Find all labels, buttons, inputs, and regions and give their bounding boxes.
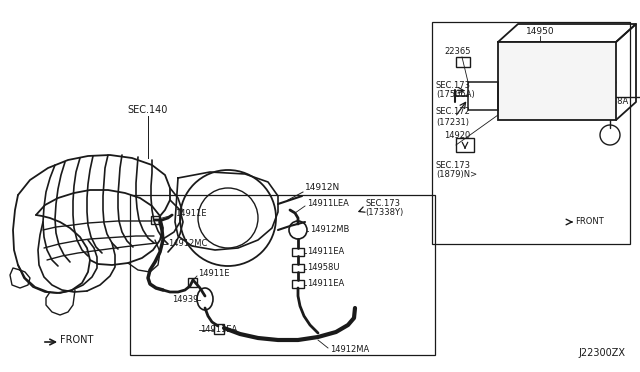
Text: 14912MA: 14912MA (330, 346, 369, 355)
Text: FRONT: FRONT (575, 218, 604, 227)
Text: 14912MC: 14912MC (168, 238, 207, 247)
Text: FRONT: FRONT (60, 335, 93, 345)
Bar (292, 264, 304, 272)
Text: 14920: 14920 (444, 131, 470, 140)
Text: SEC.173: SEC.173 (436, 160, 471, 170)
Bar (498, 42, 616, 120)
Text: 22318A: 22318A (596, 97, 628, 106)
Text: 14958U: 14958U (307, 263, 339, 273)
Bar (292, 280, 304, 288)
Text: (17506A): (17506A) (436, 90, 475, 99)
Bar (188, 278, 197, 287)
Bar (468, 82, 498, 110)
Bar (456, 57, 470, 67)
Text: 14911E: 14911E (198, 269, 230, 279)
Text: 14911EA: 14911EA (200, 326, 237, 334)
Bar (432, 22, 630, 244)
Bar (456, 138, 474, 152)
Text: J22300ZX: J22300ZX (578, 348, 625, 358)
Text: 14912N: 14912N (305, 183, 340, 192)
Text: 14911EA: 14911EA (307, 279, 344, 289)
Bar (130, 195, 435, 355)
Text: 14911E: 14911E (175, 209, 207, 218)
Text: 14939: 14939 (172, 295, 198, 305)
Text: SEC.173: SEC.173 (436, 80, 471, 90)
Text: SEC.172: SEC.172 (436, 108, 471, 116)
Text: (17338Y): (17338Y) (365, 208, 403, 218)
Text: 14911LEA: 14911LEA (307, 199, 349, 208)
Text: (1879)N>: (1879)N> (436, 170, 477, 180)
Bar (292, 248, 304, 256)
Bar (151, 216, 159, 224)
Bar (214, 324, 224, 334)
Text: 14912MB: 14912MB (310, 225, 349, 234)
Text: 22365: 22365 (444, 48, 470, 57)
Text: 14950: 14950 (525, 28, 554, 36)
Text: SEC.173: SEC.173 (365, 199, 400, 208)
Text: SEC.140: SEC.140 (128, 105, 168, 115)
Text: 14911EA: 14911EA (307, 247, 344, 257)
Text: (17231): (17231) (436, 118, 469, 126)
